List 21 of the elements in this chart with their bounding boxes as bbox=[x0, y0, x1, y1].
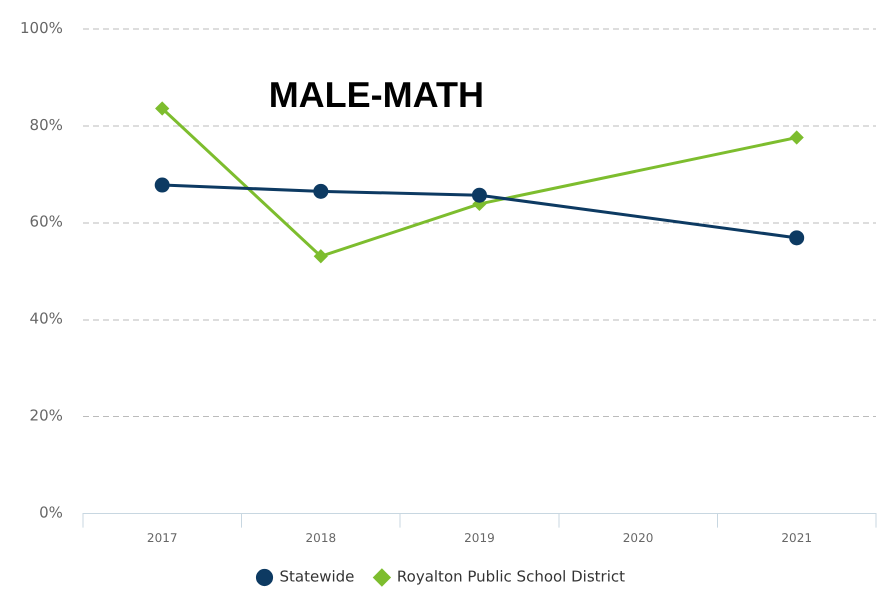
x-tick-label: 2018 bbox=[306, 530, 336, 545]
x-tick-label: 2021 bbox=[781, 530, 812, 545]
y-tick-label: 80% bbox=[30, 116, 63, 134]
point bbox=[472, 188, 487, 203]
y-tick-label: 100% bbox=[20, 18, 63, 37]
y-tick-label: 20% bbox=[30, 406, 63, 425]
legend-label: Statewide bbox=[280, 567, 354, 586]
x-tick-label: 2019 bbox=[464, 530, 495, 545]
point bbox=[154, 178, 170, 193]
y-tick-label: 0% bbox=[39, 503, 63, 522]
legend-label: Royalton Public School District bbox=[396, 567, 626, 586]
point bbox=[314, 250, 328, 263]
point bbox=[313, 184, 328, 199]
x-tick-label: 2020 bbox=[622, 530, 654, 545]
text: MALE-MATH bbox=[268, 74, 484, 115]
point bbox=[789, 230, 804, 246]
point bbox=[156, 102, 169, 115]
y-tick-label: 40% bbox=[30, 310, 63, 328]
y-tick-label: 60% bbox=[30, 212, 63, 231]
point bbox=[790, 131, 804, 144]
x-tick-label: 2017 bbox=[146, 530, 178, 545]
